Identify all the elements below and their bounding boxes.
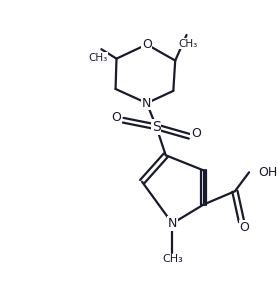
Text: CH₃: CH₃	[179, 39, 198, 49]
Text: CH₃: CH₃	[88, 53, 107, 63]
Text: OH: OH	[259, 166, 278, 179]
Text: O: O	[111, 111, 121, 124]
Text: CH₃: CH₃	[162, 254, 183, 264]
Text: N: N	[168, 217, 177, 230]
Text: N: N	[142, 97, 152, 110]
Text: O: O	[191, 127, 201, 140]
Text: S: S	[152, 120, 161, 134]
Text: O: O	[239, 221, 249, 234]
Text: O: O	[142, 38, 152, 51]
